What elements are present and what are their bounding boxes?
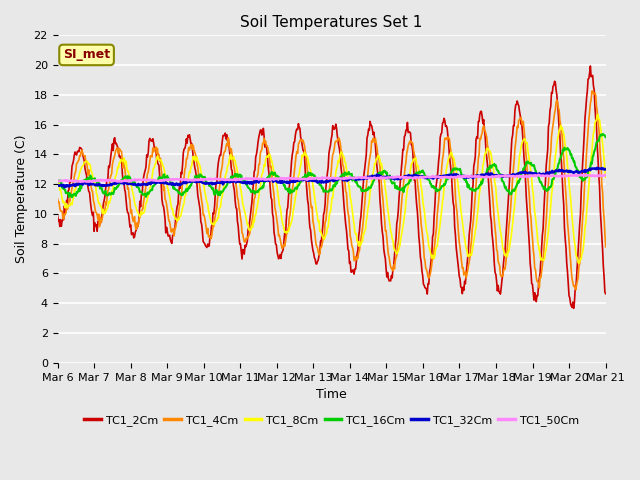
TC1_32Cm (65, 183, 72, 189)
TC1_16Cm (205, 183, 213, 189)
Y-axis label: Soil Temperature (C): Soil Temperature (C) (15, 135, 28, 264)
TC1_16Cm (63, 190, 71, 196)
TC1_4Cm (175, 203, 183, 209)
TC1_32Cm (205, 181, 213, 187)
TC1_50Cm (63, 178, 71, 184)
TC1_16Cm (121, 174, 129, 180)
Line: TC1_32Cm: TC1_32Cm (58, 168, 605, 187)
TC1_2Cm (175, 184, 183, 190)
TC1_16Cm (399, 185, 406, 191)
TC1_16Cm (599, 131, 607, 137)
Legend: TC1_2Cm, TC1_4Cm, TC1_8Cm, TC1_16Cm, TC1_32Cm, TC1_50Cm: TC1_2Cm, TC1_4Cm, TC1_8Cm, TC1_16Cm, TC1… (80, 411, 583, 431)
Line: TC1_4Cm: TC1_4Cm (58, 91, 605, 289)
TC1_8Cm (575, 261, 583, 266)
TC1_16Cm (68, 194, 76, 200)
TC1_8Cm (205, 207, 212, 213)
TC1_32Cm (61, 184, 68, 190)
TC1_50Cm (399, 175, 406, 180)
TC1_4Cm (205, 234, 212, 240)
TC1_50Cm (121, 178, 129, 183)
Line: TC1_50Cm: TC1_50Cm (58, 175, 605, 182)
Title: Soil Temperatures Set 1: Soil Temperatures Set 1 (241, 15, 423, 30)
TC1_32Cm (415, 173, 422, 179)
TC1_8Cm (175, 214, 183, 220)
TC1_8Cm (594, 111, 602, 117)
TC1_32Cm (121, 179, 129, 185)
TC1_16Cm (602, 134, 609, 140)
TC1_32Cm (399, 174, 406, 180)
TC1_32Cm (177, 182, 184, 188)
TC1_2Cm (398, 157, 406, 163)
TC1_2Cm (602, 291, 609, 297)
TC1_2Cm (414, 220, 422, 226)
TC1_2Cm (570, 305, 577, 311)
TC1_32Cm (602, 166, 609, 172)
TC1_4Cm (602, 244, 609, 250)
TC1_2Cm (120, 179, 128, 184)
TC1_2Cm (63, 200, 71, 206)
TC1_50Cm (602, 172, 609, 178)
Line: TC1_8Cm: TC1_8Cm (58, 114, 605, 264)
TC1_50Cm (415, 175, 422, 180)
TC1_4Cm (572, 287, 580, 292)
TC1_16Cm (177, 191, 184, 197)
TC1_8Cm (602, 174, 609, 180)
TC1_8Cm (63, 205, 71, 211)
TC1_8Cm (414, 163, 422, 169)
TC1_8Cm (120, 155, 128, 161)
TC1_8Cm (398, 228, 406, 234)
TC1_50Cm (205, 176, 213, 182)
TC1_2Cm (54, 212, 61, 218)
TC1_2Cm (586, 63, 594, 69)
TC1_2Cm (205, 243, 212, 249)
TC1_32Cm (54, 182, 61, 188)
TC1_4Cm (414, 186, 422, 192)
TC1_4Cm (63, 206, 71, 212)
TC1_16Cm (54, 177, 61, 183)
TC1_16Cm (415, 170, 422, 176)
TC1_4Cm (120, 160, 128, 166)
TC1_4Cm (398, 194, 406, 200)
TC1_50Cm (54, 179, 61, 184)
TC1_50Cm (77, 179, 84, 185)
Line: TC1_2Cm: TC1_2Cm (58, 66, 605, 308)
TC1_50Cm (534, 172, 542, 178)
X-axis label: Time: Time (316, 388, 347, 401)
TC1_4Cm (589, 88, 596, 94)
TC1_4Cm (54, 196, 61, 202)
TC1_8Cm (54, 178, 61, 184)
TC1_32Cm (593, 165, 601, 171)
Text: SI_met: SI_met (63, 48, 110, 61)
TC1_50Cm (177, 176, 184, 182)
Line: TC1_16Cm: TC1_16Cm (58, 134, 605, 197)
